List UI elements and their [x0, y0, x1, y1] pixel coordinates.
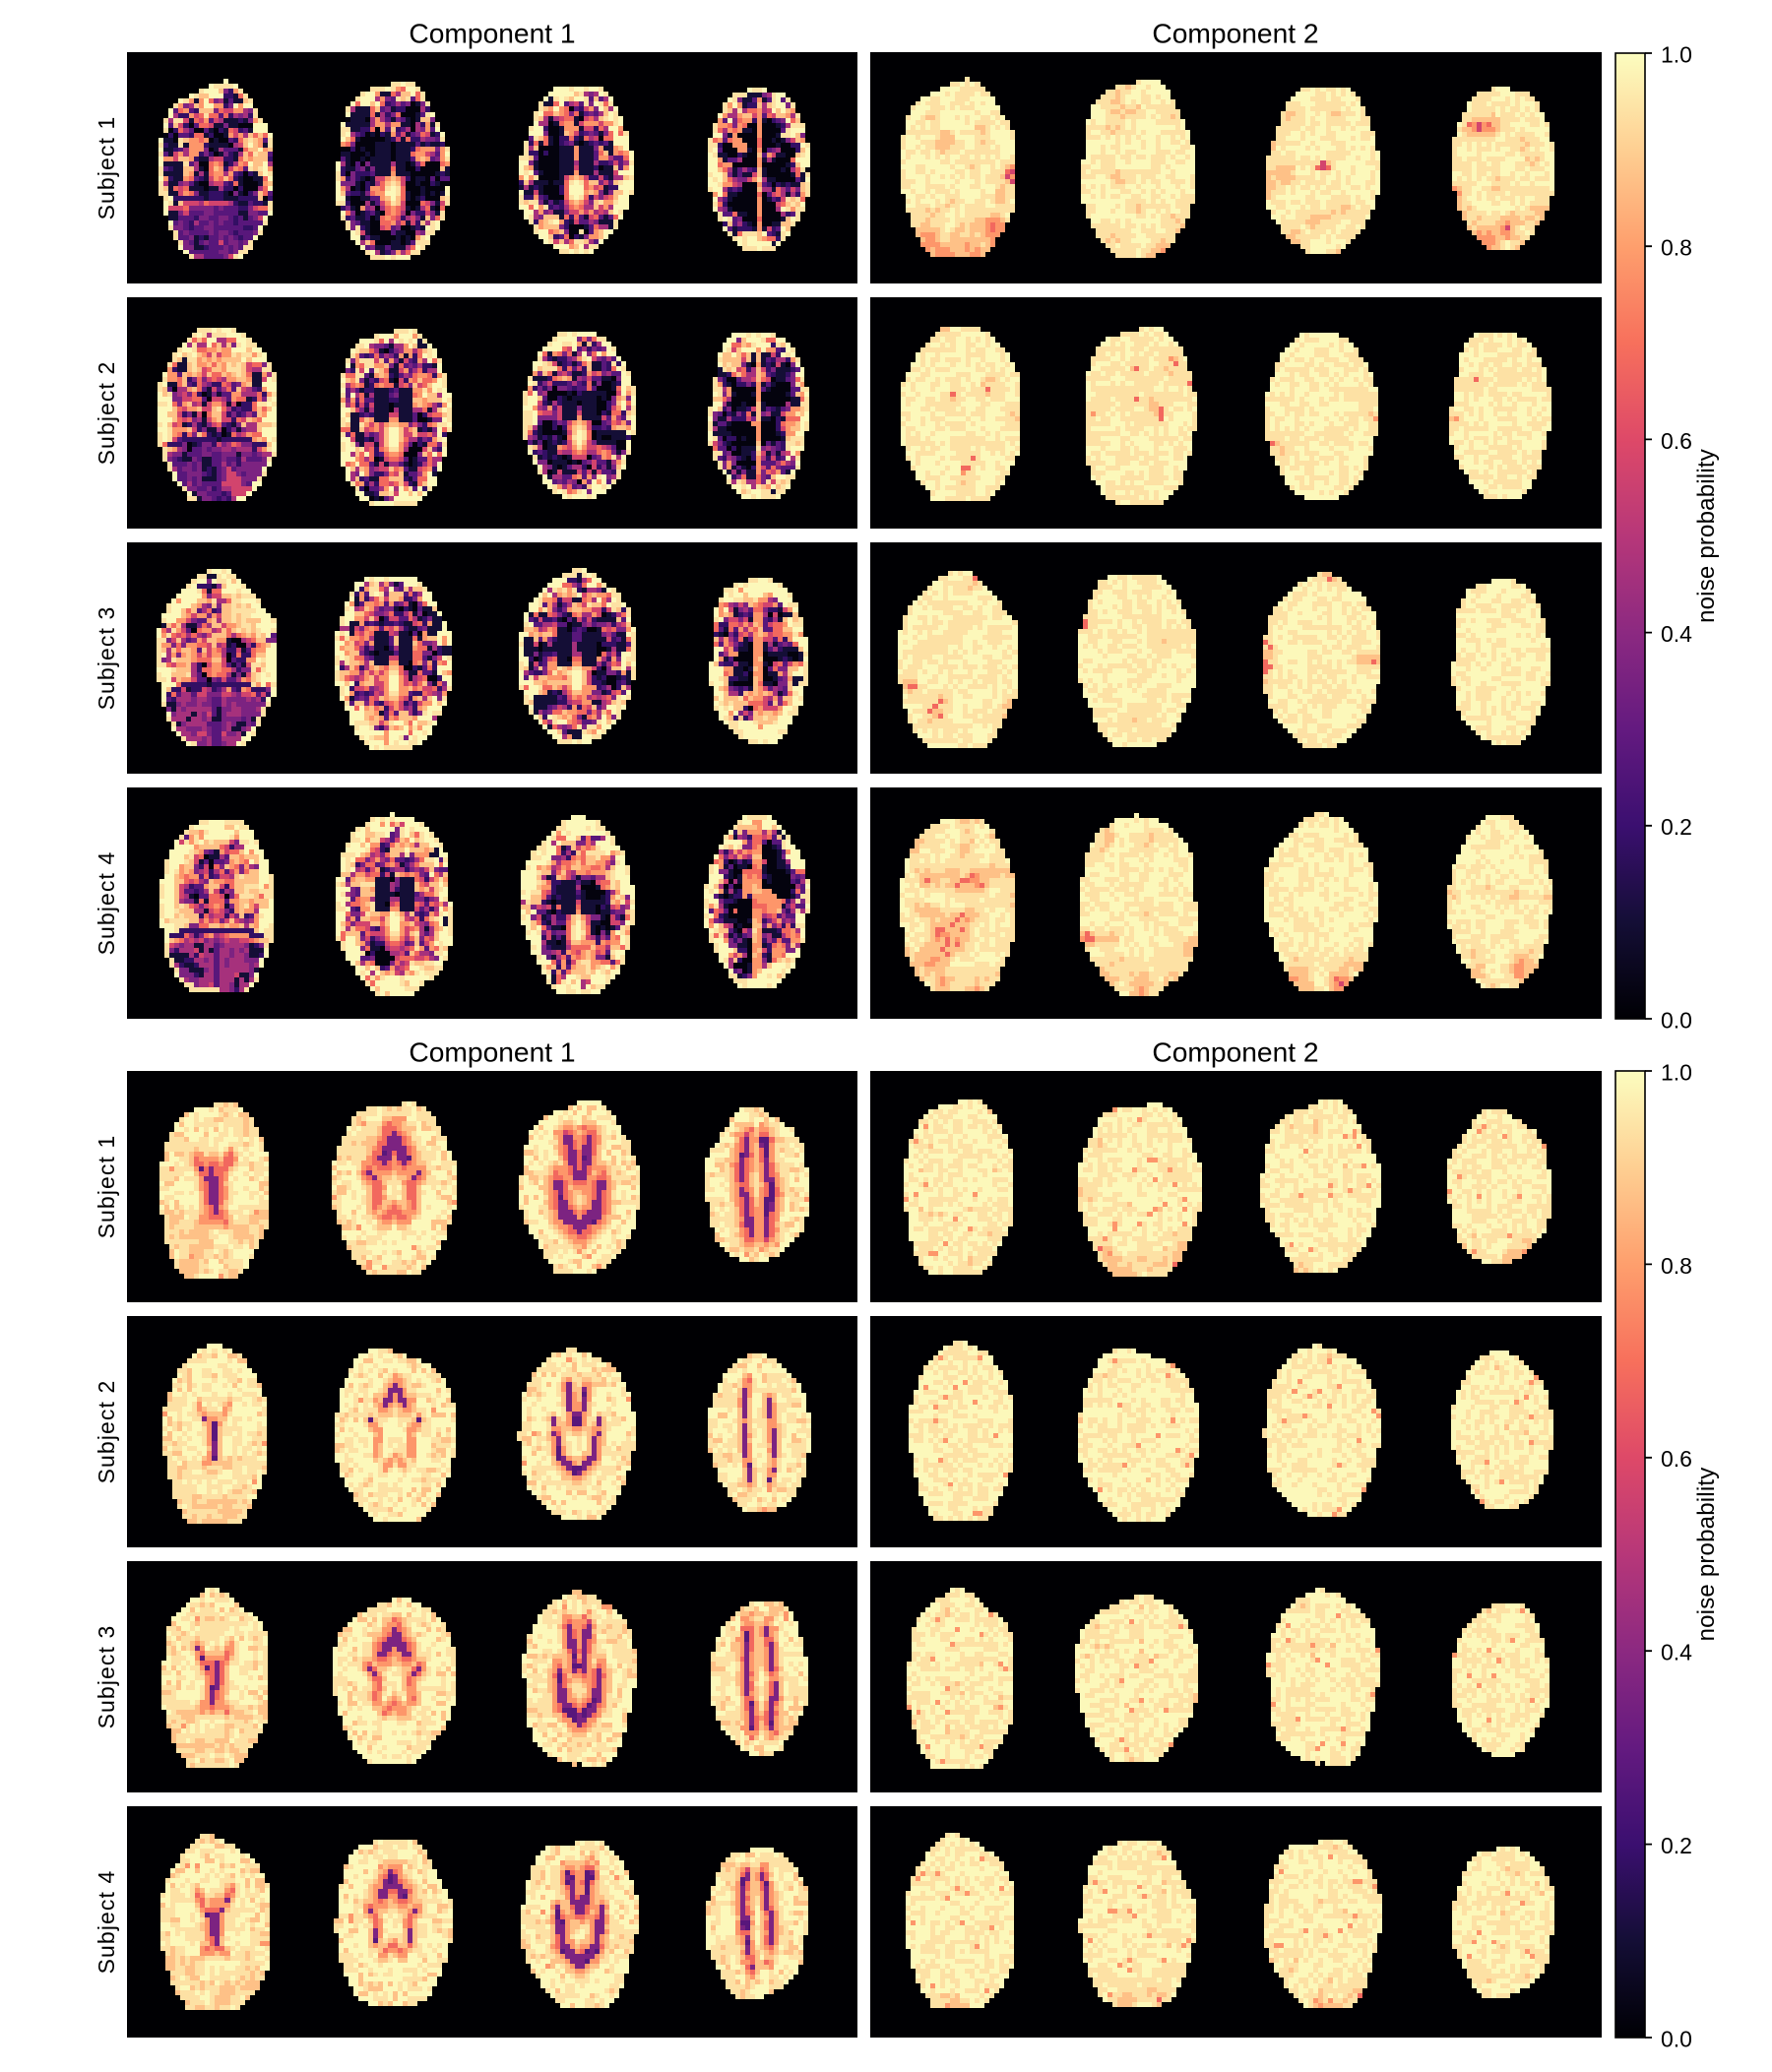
svg-text:Subject 2: Subject 2	[94, 1380, 119, 1484]
svg-text:Component 1: Component 1	[409, 1036, 575, 1068]
svg-text:Subject 3: Subject 3	[94, 606, 119, 711]
svg-text:0.0: 0.0	[1661, 2026, 1692, 2051]
svg-text:Subject 4: Subject 4	[94, 851, 119, 956]
svg-text:Subject 3: Subject 3	[94, 1625, 119, 1729]
svg-text:noise probability: noise probability	[1693, 1468, 1720, 1642]
svg-text:0.2: 0.2	[1661, 1833, 1692, 1858]
svg-text:0.8: 0.8	[1661, 235, 1692, 261]
svg-text:0.4: 0.4	[1661, 621, 1692, 647]
svg-text:Component 1: Component 1	[409, 18, 575, 49]
svg-text:noise probability: noise probability	[1693, 449, 1720, 623]
svg-text:Subject 2: Subject 2	[94, 361, 119, 466]
svg-text:1.0: 1.0	[1661, 1059, 1692, 1085]
svg-text:0.4: 0.4	[1661, 1640, 1692, 1665]
svg-text:0.6: 0.6	[1661, 428, 1692, 454]
svg-text:Subject 4: Subject 4	[94, 1870, 119, 1975]
svg-text:0.0: 0.0	[1661, 1007, 1692, 1033]
svg-text:0.6: 0.6	[1661, 1446, 1692, 1472]
svg-text:Component 2: Component 2	[1152, 18, 1318, 49]
svg-text:Subject 1: Subject 1	[94, 116, 119, 220]
svg-text:Subject 1: Subject 1	[94, 1135, 119, 1239]
svg-text:0.2: 0.2	[1661, 814, 1692, 840]
svg-text:1.0: 1.0	[1661, 41, 1692, 67]
svg-text:Component 2: Component 2	[1152, 1036, 1318, 1068]
svg-text:0.8: 0.8	[1661, 1253, 1692, 1279]
